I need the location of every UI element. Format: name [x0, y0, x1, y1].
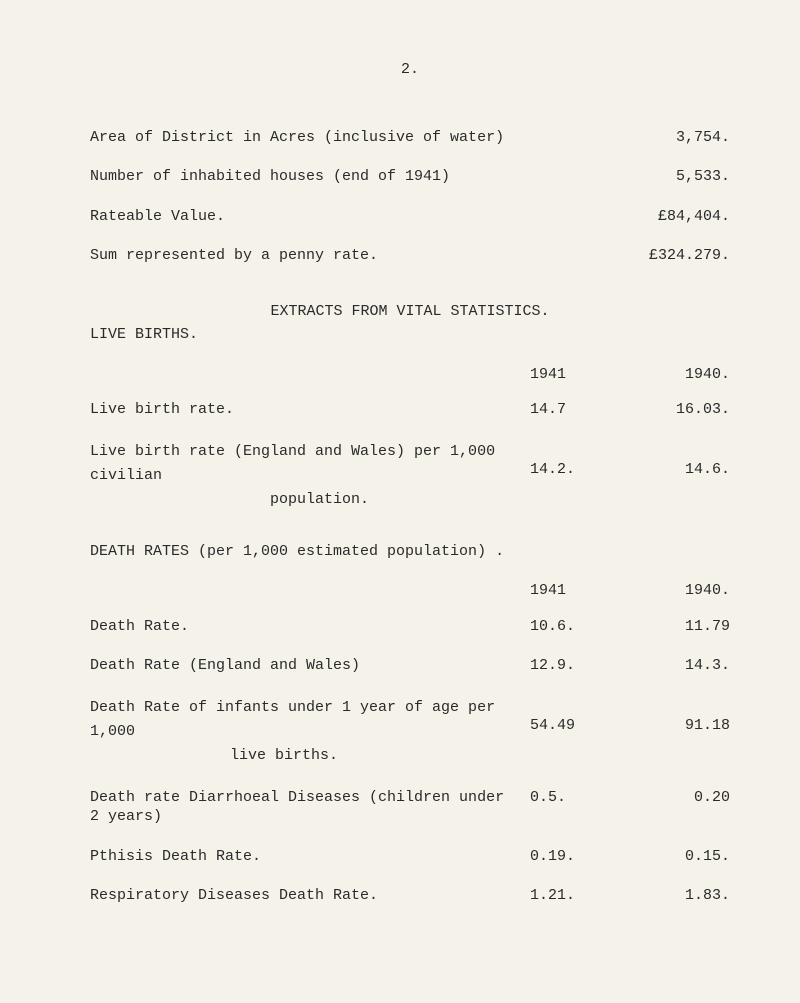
row-value-1941: 14.2.	[530, 440, 640, 480]
row-value-1941: 1.21.	[530, 886, 640, 906]
summary-label: Rateable Value.	[90, 207, 610, 227]
row-value-1940: 91.18	[640, 696, 730, 736]
row-value-1940: 16.03.	[640, 400, 730, 420]
data-row: Live birth rate (England and Wales) per …	[90, 440, 730, 512]
data-row: Pthisis Death Rate. 0.19. 0.15.	[90, 847, 730, 867]
row-value-1940: 0.20	[640, 788, 730, 808]
death-rates-heading: DEATH RATES (per 1,000 estimated populat…	[90, 542, 730, 562]
data-row: Death Rate. 10.6. 11.79	[90, 617, 730, 637]
data-row: Death rate Diarrhoeal Diseases (children…	[90, 788, 730, 827]
row-value-1940: 1.83.	[640, 886, 730, 906]
row-value-1941: 14.7	[530, 400, 640, 420]
summary-value: 5,533.	[610, 167, 730, 187]
year-col-1941: 1941	[530, 365, 640, 385]
row-label: Death Rate of infants under 1 year of ag…	[90, 696, 530, 768]
summary-row: Sum represented by a penny rate. £324.27…	[90, 246, 730, 266]
summary-row: Rateable Value. £84,404.	[90, 207, 730, 227]
year-header: 1941 1940.	[90, 581, 730, 601]
row-value-1940: 0.15.	[640, 847, 730, 867]
summary-label: Number of inhabited houses (end of 1941)	[90, 167, 610, 187]
row-label-line1: Death Rate of infants under 1 year of ag…	[90, 699, 495, 740]
row-label: Live birth rate (England and Wales) per …	[90, 440, 530, 512]
summary-value: £324.279.	[610, 246, 730, 266]
data-row: Live birth rate. 14.7 16.03.	[90, 400, 730, 420]
row-value-1940: 14.6.	[640, 440, 730, 480]
row-value-1941: 0.5.	[530, 788, 640, 808]
summary-value: 3,754.	[610, 128, 730, 148]
page-number: 2.	[90, 60, 730, 80]
summary-label: Sum represented by a penny rate.	[90, 246, 610, 266]
row-label: Respiratory Diseases Death Rate.	[90, 886, 530, 906]
year-col-1941: 1941	[530, 581, 640, 601]
summary-row: Number of inhabited houses (end of 1941)…	[90, 167, 730, 187]
data-row: Death Rate of infants under 1 year of ag…	[90, 696, 730, 768]
row-label-line2: population.	[90, 488, 520, 512]
row-value-1941: 10.6.	[530, 617, 640, 637]
row-value-1941: 54.49	[530, 696, 640, 736]
row-value-1941: 0.19.	[530, 847, 640, 867]
row-value-1940: 14.3.	[640, 656, 730, 676]
row-label: Death Rate.	[90, 617, 530, 637]
data-row: Respiratory Diseases Death Rate. 1.21. 1…	[90, 886, 730, 906]
year-col-1940: 1940.	[640, 365, 730, 385]
row-label-line2: live births.	[90, 744, 520, 768]
year-header: 1941 1940.	[90, 365, 730, 385]
extracts-title: EXTRACTS FROM VITAL STATISTICS.	[90, 302, 730, 322]
summary-block: Area of District in Acres (inclusive of …	[90, 128, 730, 266]
row-label: Pthisis Death Rate.	[90, 847, 530, 867]
row-label-line1: Live birth rate (England and Wales) per …	[90, 443, 495, 484]
summary-value: £84,404.	[610, 207, 730, 227]
row-label: Live birth rate.	[90, 400, 530, 420]
row-label: Death rate Diarrhoeal Diseases (children…	[90, 788, 530, 827]
data-row: Death Rate (England and Wales) 12.9. 14.…	[90, 656, 730, 676]
summary-label: Area of District in Acres (inclusive of …	[90, 128, 610, 148]
row-value-1940: 11.79	[640, 617, 730, 637]
summary-row: Area of District in Acres (inclusive of …	[90, 128, 730, 148]
row-value-1941: 12.9.	[530, 656, 640, 676]
row-label: Death Rate (England and Wales)	[90, 656, 530, 676]
live-births-heading: LIVE BIRTHS.	[90, 325, 730, 345]
year-col-1940: 1940.	[640, 581, 730, 601]
